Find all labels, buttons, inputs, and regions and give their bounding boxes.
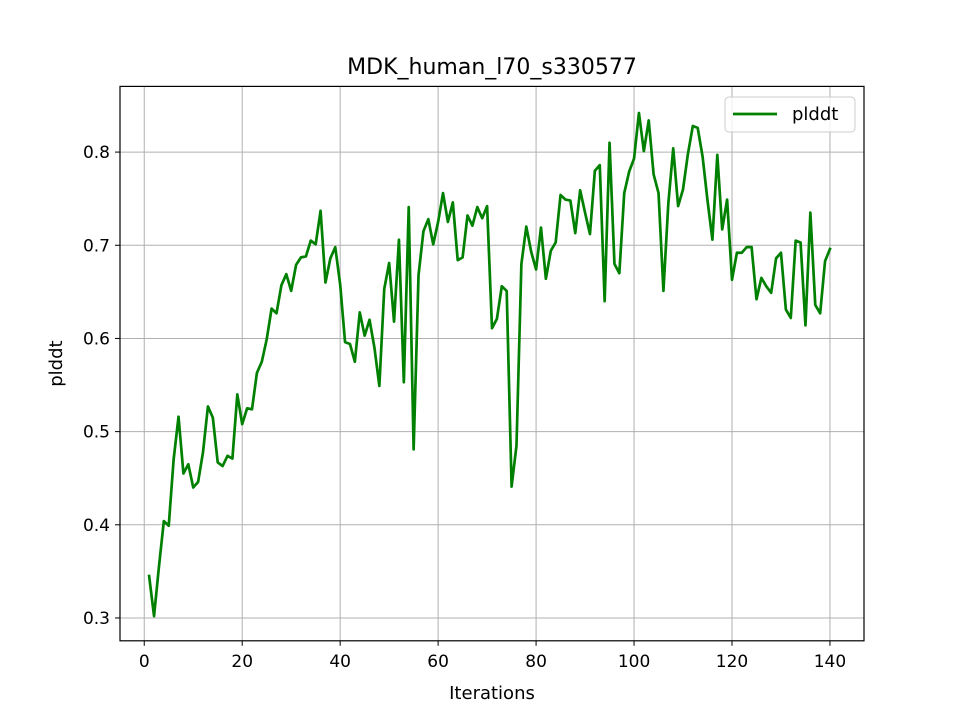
x-tick-label: 60 bbox=[427, 652, 449, 672]
x-tick-label: 20 bbox=[231, 652, 253, 672]
y-tick-label: 0.3 bbox=[83, 609, 110, 629]
y-tick-label: 0.8 bbox=[83, 143, 110, 163]
y-tick-label: 0.4 bbox=[83, 516, 110, 536]
legend-box bbox=[724, 96, 856, 133]
grid bbox=[120, 86, 864, 641]
legend-label-plddt: plddt bbox=[792, 104, 838, 125]
chart-title: MDK_human_l70_s330577 bbox=[347, 55, 637, 80]
axis-ticks: 0 20 40 60 80 100 120 140 0.3 0.4 0.5 0.6 0.7 0.8 bbox=[83, 143, 846, 672]
legend: plddt bbox=[724, 96, 856, 133]
x-axis-label: Iterations bbox=[449, 683, 535, 704]
axes-frame bbox=[119, 85, 865, 642]
y-tick-label: 0.7 bbox=[83, 236, 110, 256]
x-tick-label: 100 bbox=[618, 652, 650, 672]
series-line-plddt bbox=[147, 111, 832, 618]
x-tick-label: 0 bbox=[139, 652, 150, 672]
y-tick-label: 0.6 bbox=[83, 329, 110, 349]
y-tick-label: 0.5 bbox=[83, 423, 110, 443]
plot-lines bbox=[147, 111, 832, 618]
x-tick-label: 80 bbox=[525, 652, 547, 672]
x-tick-label: 40 bbox=[329, 652, 351, 672]
x-tick-label: 140 bbox=[814, 652, 846, 672]
x-tick-label: 120 bbox=[716, 652, 748, 672]
y-axis-label: plddt bbox=[46, 340, 67, 386]
